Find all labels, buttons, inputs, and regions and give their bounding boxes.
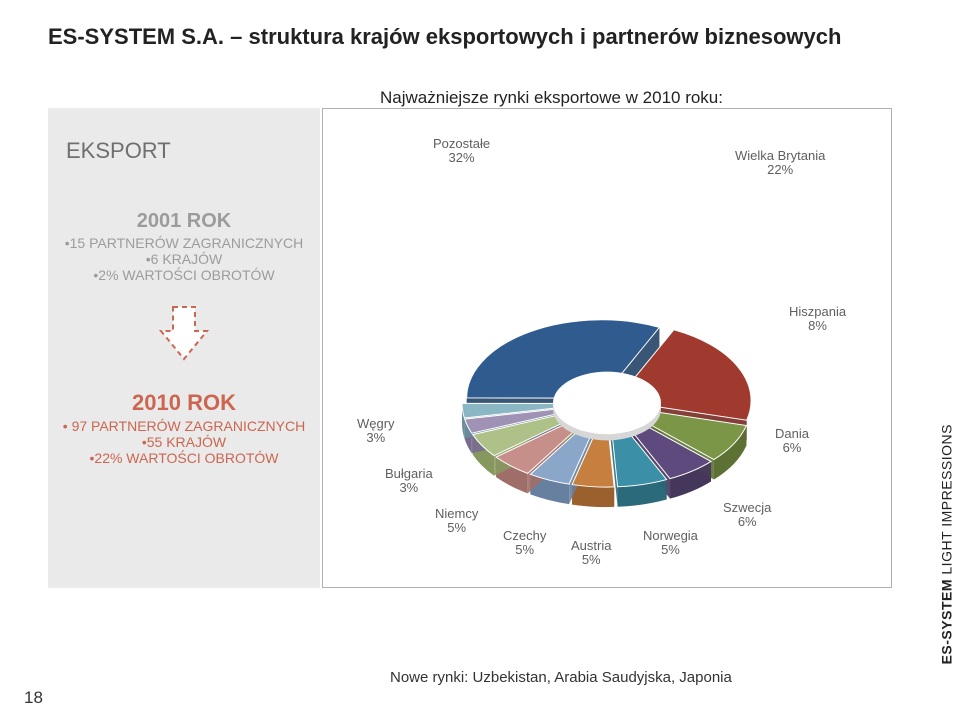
pie-label: Węgry3%: [357, 417, 395, 446]
pie-label: Hiszpania8%: [789, 305, 846, 334]
page-number: 18: [24, 688, 43, 708]
pie-label: Austria5%: [571, 539, 611, 568]
subtitle: Najważniejsze rynki eksportowe w 2010 ro…: [380, 88, 723, 108]
year-2001-line-1: •6 KRAJÓW: [62, 251, 306, 267]
year-2010-line-1: •55 KRAJÓW: [62, 434, 306, 450]
year-2010-title: 2010 ROK: [62, 390, 306, 416]
pie-label: Bułgaria3%: [385, 467, 433, 496]
slide-title: ES-SYSTEM S.A. – struktura krajów ekspor…: [48, 24, 841, 50]
pie-label: Niemcy5%: [435, 507, 478, 536]
pie-chart-frame: Pozostałe32% Wielka Brytania22% Hiszpania8…: [322, 108, 892, 588]
brand-rest: LIGHT IMPRESSIONS: [938, 424, 954, 579]
year-2001-title: 2001 ROK: [62, 210, 306, 233]
pie-label: Szwecja6%: [723, 501, 771, 530]
year-2010-block: 2010 ROK • 97 PARTNERÓW ZAGRANICZNYCH •5…: [62, 390, 306, 466]
year-2001-line-0: •15 PARTNERÓW ZAGRANICZNYCH: [62, 235, 306, 251]
year-2010-line-0: • 97 PARTNERÓW ZAGRANICZNYCH: [62, 418, 306, 434]
eksport-panel: EKSPORT 2001 ROK •15 PARTNERÓW ZAGRANICZ…: [48, 108, 320, 588]
pie-label: Norwegia5%: [643, 529, 698, 558]
pie-label: Pozostałe32%: [433, 137, 490, 166]
title-company: ES-SYSTEM S.A.: [48, 24, 224, 49]
brand-name: ES-SYSTEM: [938, 579, 954, 664]
year-2001-line-2: •2% WARTOŚCI OBROTÓW: [62, 267, 306, 283]
caption: Nowe rynki: Uzbekistan, Arabia Saudyjska…: [390, 669, 732, 686]
year-2010-line-2: •22% WARTOŚCI OBROTÓW: [62, 450, 306, 466]
eksport-head: EKSPORT: [66, 138, 306, 164]
title-rest: – struktura krajów eksportowych i partne…: [224, 24, 841, 49]
arrow-down-icon: [62, 303, 306, 370]
pie-label: Czechy5%: [503, 529, 546, 558]
pie-label: Dania6%: [775, 427, 809, 456]
year-2001-block: 2001 ROK •15 PARTNERÓW ZAGRANICZNYCH •6 …: [62, 210, 306, 283]
brand-sidebar: ES-SYSTEM LIGHT IMPRESSIONS: [938, 424, 954, 664]
pie-label: Wielka Brytania22%: [735, 149, 825, 178]
